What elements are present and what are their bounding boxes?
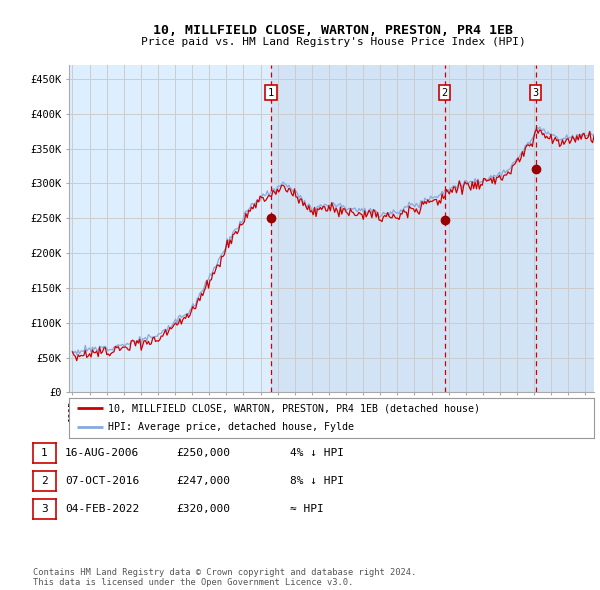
- Text: 10, MILLFIELD CLOSE, WARTON, PRESTON, PR4 1EB: 10, MILLFIELD CLOSE, WARTON, PRESTON, PR…: [153, 24, 513, 37]
- Text: 3: 3: [533, 88, 539, 98]
- Text: Contains HM Land Registry data © Crown copyright and database right 2024.
This d: Contains HM Land Registry data © Crown c…: [33, 568, 416, 587]
- Text: 1: 1: [41, 448, 48, 458]
- Text: £320,000: £320,000: [176, 504, 230, 513]
- Text: 2: 2: [41, 476, 48, 486]
- Text: £250,000: £250,000: [176, 448, 230, 458]
- Text: 04-FEB-2022: 04-FEB-2022: [65, 504, 139, 513]
- Text: 4% ↓ HPI: 4% ↓ HPI: [290, 448, 344, 458]
- Text: HPI: Average price, detached house, Fylde: HPI: Average price, detached house, Fyld…: [109, 422, 355, 432]
- Text: 10, MILLFIELD CLOSE, WARTON, PRESTON, PR4 1EB (detached house): 10, MILLFIELD CLOSE, WARTON, PRESTON, PR…: [109, 404, 481, 414]
- Text: ≈ HPI: ≈ HPI: [290, 504, 323, 513]
- Bar: [271, 65, 594, 392]
- Text: 1: 1: [268, 88, 274, 98]
- Text: Price paid vs. HM Land Registry's House Price Index (HPI): Price paid vs. HM Land Registry's House …: [140, 37, 526, 47]
- Text: 07-OCT-2016: 07-OCT-2016: [65, 476, 139, 486]
- Text: 3: 3: [41, 504, 48, 513]
- Text: 8% ↓ HPI: 8% ↓ HPI: [290, 476, 344, 486]
- Text: 2: 2: [442, 88, 448, 98]
- Text: £247,000: £247,000: [176, 476, 230, 486]
- Text: 16-AUG-2006: 16-AUG-2006: [65, 448, 139, 458]
